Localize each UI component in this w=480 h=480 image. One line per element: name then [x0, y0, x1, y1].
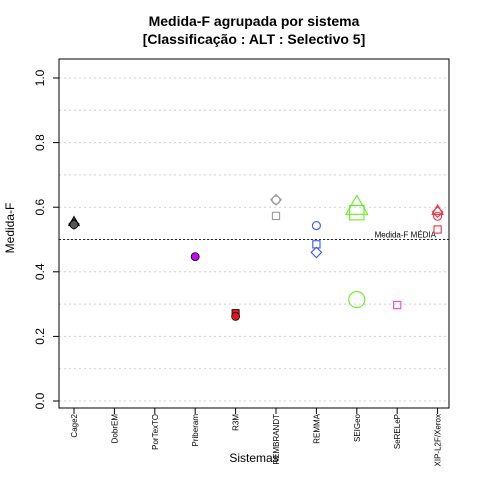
y-tick-label: 0.8 [33, 134, 47, 151]
data-point-square [349, 204, 365, 221]
y-tick-label: 0.6 [33, 199, 47, 216]
chart-title: Medida-F agrupada por sistema [149, 13, 360, 29]
y-tick-label: 0.4 [33, 263, 47, 280]
y-tick-label: 0.0 [33, 392, 47, 409]
data-point-triangle [345, 194, 369, 215]
data-point-circle [190, 252, 200, 262]
plot-frame [58, 58, 450, 409]
x-tick-label: SeRELeP [393, 414, 402, 449]
data-point-circle [348, 291, 366, 309]
reference-line-label: Medida-F MÉDIA [375, 231, 437, 240]
y-axis-label: Medida-F [3, 203, 17, 254]
y-tick-label: 1.0 [33, 69, 47, 86]
x-tick-label: REMBRANDT [272, 414, 281, 465]
reference-line-layer: Medida-F MÉDIA [59, 231, 449, 240]
x-tick-label: Priberam [191, 414, 200, 447]
data-point-circle [231, 311, 241, 321]
x-tick-label: PorTexTO [151, 414, 160, 450]
x-tick-label: SEIGeo [353, 413, 362, 442]
x-axis-label: Sistemas [229, 451, 278, 465]
data-point-diamond [310, 246, 323, 259]
data-point-diamond [431, 206, 444, 219]
data-point-square [393, 300, 402, 310]
data-point-circle [271, 195, 281, 205]
points-layer [67, 193, 444, 321]
y-tick-label: 0.2 [33, 328, 47, 345]
data-point-circle [311, 221, 321, 231]
x-tick-label: R3M [232, 414, 241, 431]
grid-layer [59, 77, 449, 402]
data-point-square [433, 225, 442, 234]
data-point-square [271, 211, 281, 221]
x-tick-label: Cage2 [70, 413, 79, 437]
data-point-circle [433, 211, 443, 221]
axes-layer: 0.0 0.2 0.4 0.6 0.8 1.0 Cage2 DobrEM PorTexTO Pri… [33, 58, 450, 466]
x-tick-label: XIP-L2F/Xerox [434, 414, 443, 466]
data-point-circle [69, 220, 79, 230]
chart-subtitle: [Classificação : ALT : Selectivo 5] [143, 31, 366, 47]
x-tick-label: DobrEM [110, 414, 119, 444]
x-tick-label: REMMA [312, 413, 321, 443]
